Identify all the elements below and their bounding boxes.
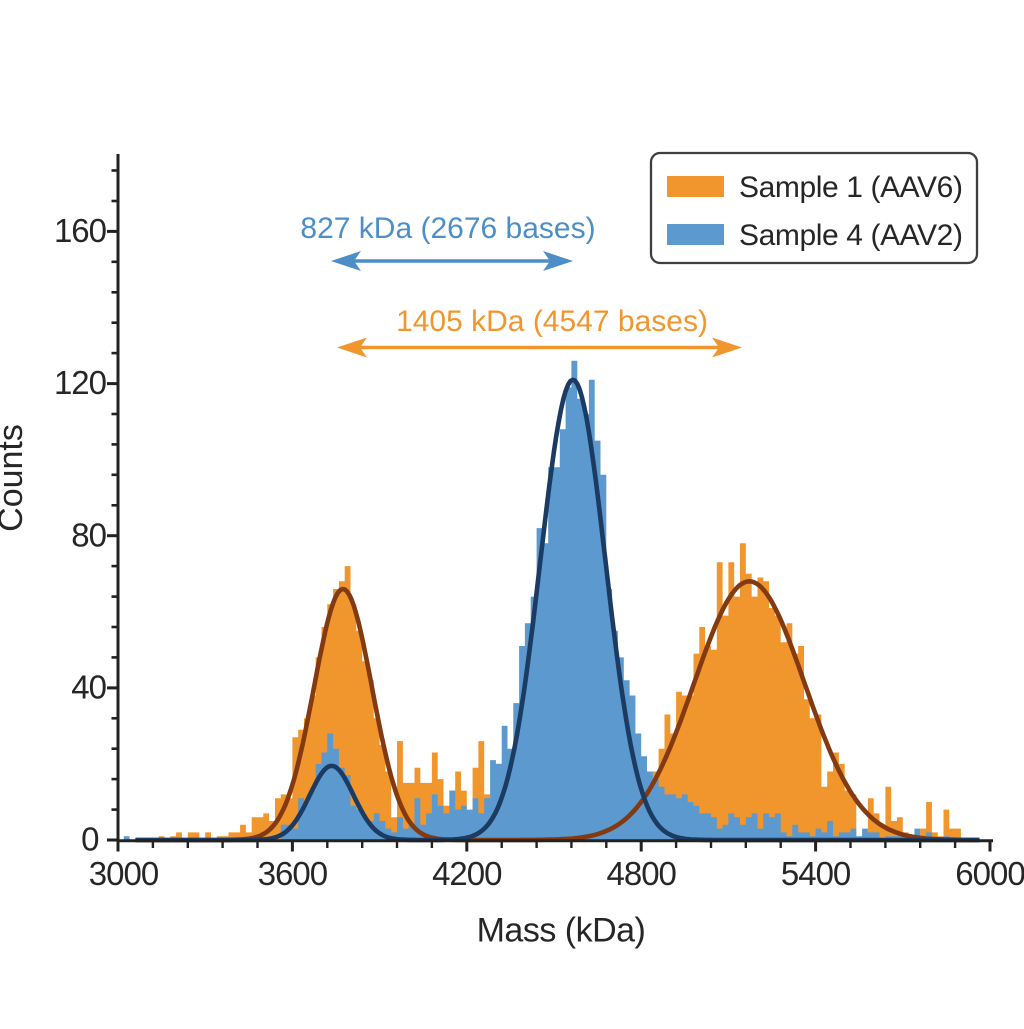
svg-text:Sample 1 (AAV6): Sample 1 (AAV6) — [739, 171, 963, 204]
svg-text:5400: 5400 — [781, 855, 851, 892]
svg-text:120: 120 — [54, 364, 107, 401]
svg-text:6000: 6000 — [955, 855, 1024, 892]
svg-text:827 kDa (2676 bases): 827 kDa (2676 bases) — [300, 212, 595, 245]
svg-text:4800: 4800 — [606, 855, 676, 892]
svg-text:4200: 4200 — [432, 855, 502, 892]
svg-text:Counts: Counts — [0, 424, 30, 532]
svg-text:40: 40 — [71, 669, 106, 706]
svg-text:3000: 3000 — [89, 855, 159, 892]
svg-text:160: 160 — [54, 212, 107, 249]
svg-text:0: 0 — [81, 821, 99, 858]
svg-text:3600: 3600 — [258, 855, 328, 892]
svg-text:Sample 4 (AAV2): Sample 4 (AAV2) — [739, 219, 963, 252]
svg-text:80: 80 — [71, 516, 106, 553]
svg-text:1405 kDa (4547 bases): 1405 kDa (4547 bases) — [396, 305, 708, 338]
svg-text:Mass (kDa): Mass (kDa) — [477, 912, 646, 950]
